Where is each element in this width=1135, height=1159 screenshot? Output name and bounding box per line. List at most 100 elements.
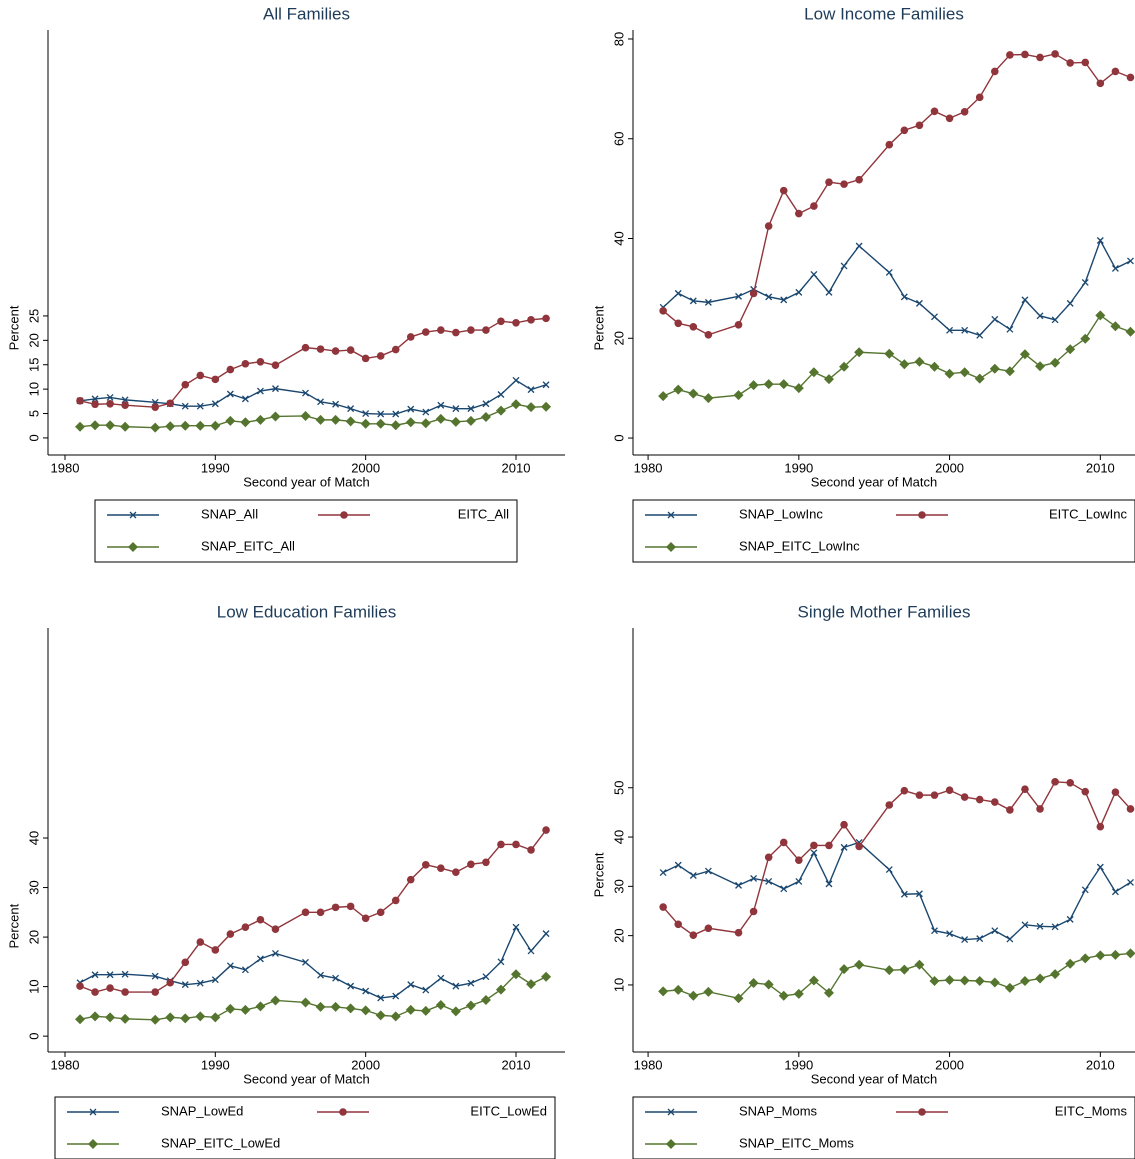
data-marker [1127,258,1133,264]
data-marker [438,975,444,981]
data-marker [705,331,713,339]
data-marker [1067,300,1073,306]
data-marker [826,289,832,295]
data-marker [736,882,742,888]
data-marker [512,841,520,849]
data-marker [106,400,114,408]
series-line [663,54,1130,335]
data-marker [225,1004,235,1014]
legend-label: EITC_LowEd [470,1103,547,1118]
data-marker [899,965,909,975]
data-marker [1021,785,1029,793]
data-marker [497,841,505,849]
data-marker [542,826,550,834]
series-line [663,782,1130,935]
data-marker [811,271,817,277]
data-marker [1112,788,1120,796]
data-marker [196,372,204,380]
data-marker [690,931,698,939]
data-marker [332,347,340,355]
data-marker [976,94,984,102]
data-marker [735,321,743,329]
data-marker [437,326,445,334]
data-marker [513,377,519,383]
data-marker [481,995,491,1005]
data-marker [181,381,189,389]
y-tick-label: 15 [26,357,41,371]
data-marker [796,878,802,884]
data-marker [703,987,713,997]
data-marker [1095,950,1105,960]
data-marker [467,860,475,868]
y-tick-label: 20 [611,331,626,345]
data-marker [302,909,310,917]
data-marker [734,390,744,400]
data-marker [780,839,788,847]
data-marker [436,1000,446,1010]
legend-label: SNAP_All [201,506,258,521]
data-marker [946,114,954,122]
y-tick-label: 60 [611,132,626,146]
series-line [80,830,546,992]
data-marker [960,367,970,377]
data-marker [946,786,954,794]
data-marker [916,300,922,306]
data-marker [347,903,355,911]
legend-label: EITC_LowInc [1049,506,1128,521]
series-line [80,380,546,414]
x-axis-title: Second year of Match [811,474,937,489]
data-marker [452,329,460,337]
data-marker [918,1108,926,1116]
series-line [80,318,546,407]
data-marker [779,379,789,389]
data-marker [886,867,892,873]
data-marker [1036,54,1044,62]
data-marker [75,1014,85,1024]
data-marker [150,1015,160,1025]
data-marker [750,290,758,298]
data-marker [1036,805,1044,813]
series-line [663,842,1130,939]
x-tick-label: 2000 [351,460,380,475]
data-marker [340,511,348,519]
data-marker [1051,50,1059,58]
data-marker [703,393,713,403]
data-marker [512,319,520,327]
data-marker [884,965,894,975]
x-tick-label: 2010 [502,1057,531,1072]
data-marker [165,421,175,431]
data-marker [75,422,85,432]
data-marker [916,121,924,129]
data-marker [1095,310,1105,320]
data-marker [899,359,909,369]
data-marker [992,316,998,322]
data-marker [839,964,849,974]
data-marker [391,420,401,430]
data-marker [467,326,475,334]
data-marker [659,307,667,315]
data-marker [810,202,818,210]
data-marker [361,1005,371,1015]
data-marker [688,991,698,1001]
data-marker [1097,238,1103,244]
data-marker [240,417,250,427]
data-marker [317,909,325,917]
data-marker [496,406,506,416]
data-marker [990,977,1000,987]
data-marker [511,399,521,409]
data-marker [749,380,759,390]
data-marker [975,976,985,986]
x-tick-label: 1980 [634,460,663,475]
data-marker [482,858,490,866]
data-marker [810,842,818,850]
data-marker [1112,68,1120,76]
data-marker [497,318,505,326]
y-axis-title: Percent [6,305,21,350]
legend-label: EITC_Moms [1055,1103,1128,1118]
data-marker [452,868,460,876]
data-marker [166,979,174,987]
data-marker [705,924,713,932]
data-marker [1005,983,1015,993]
data-marker [526,402,536,412]
data-marker [423,987,429,993]
